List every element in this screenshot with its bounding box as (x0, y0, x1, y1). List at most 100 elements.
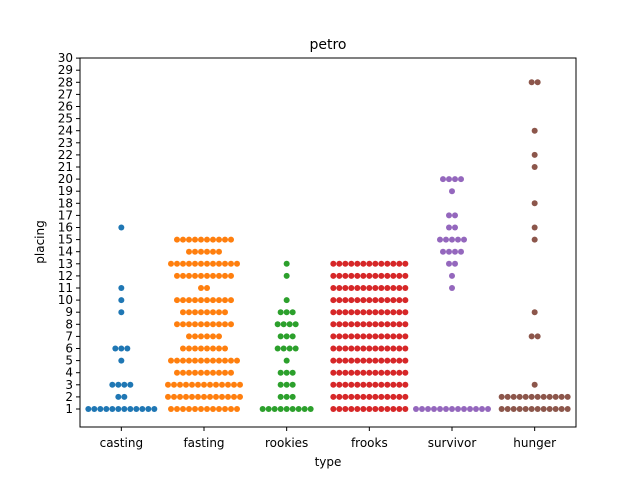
data-point (396, 333, 403, 340)
data-point (522, 406, 529, 412)
data-point (372, 321, 379, 328)
data-point (219, 393, 225, 400)
data-point (289, 406, 296, 412)
data-point (528, 393, 535, 400)
data-point (198, 248, 204, 255)
y-tick-label: 12 (58, 269, 73, 283)
data-point (402, 285, 409, 291)
data-point (204, 285, 210, 291)
data-point (402, 393, 409, 400)
data-point (546, 406, 553, 412)
chart-title: petro (309, 37, 346, 53)
y-tick-label: 23 (58, 136, 73, 150)
data-point (396, 406, 403, 412)
data-point (301, 406, 308, 412)
data-point (277, 369, 284, 376)
data-point (228, 297, 234, 304)
data-point (289, 309, 296, 316)
data-point (210, 248, 216, 255)
data-point (109, 381, 116, 388)
data-point (452, 260, 458, 267)
data-point (485, 406, 491, 412)
data-point (534, 333, 541, 340)
data-point (437, 406, 443, 412)
data-point (289, 381, 296, 388)
data-point (274, 345, 281, 352)
data-point (283, 406, 290, 412)
data-point (390, 272, 397, 279)
data-point (336, 260, 343, 267)
data-point (366, 260, 373, 267)
data-point (180, 369, 186, 376)
data-point (354, 393, 361, 400)
data-point (228, 272, 234, 279)
data-point (452, 248, 458, 255)
data-point (168, 406, 174, 412)
data-point (186, 272, 192, 279)
data-point (446, 248, 452, 255)
data-point (231, 381, 237, 388)
data-point (204, 272, 210, 279)
data-point (546, 393, 553, 400)
data-point (528, 406, 535, 412)
data-point (133, 406, 140, 412)
data-point (204, 333, 210, 340)
data-point (446, 212, 452, 219)
data-point (336, 357, 343, 364)
data-point (195, 393, 201, 400)
data-point (378, 272, 385, 279)
data-point (228, 321, 234, 328)
data-point (390, 333, 397, 340)
data-point (342, 297, 349, 304)
data-point (277, 309, 284, 316)
data-point (168, 357, 174, 364)
data-point (396, 393, 403, 400)
data-point (237, 381, 243, 388)
data-point (360, 297, 367, 304)
data-point (510, 406, 517, 412)
data-point (336, 345, 343, 352)
data-point (354, 309, 361, 316)
data-point (452, 212, 458, 219)
data-point (446, 224, 452, 231)
data-point (283, 369, 290, 376)
data-point (390, 381, 397, 388)
data-point (292, 345, 299, 352)
data-point (225, 381, 231, 388)
data-point (461, 236, 467, 243)
data-point (174, 321, 180, 328)
data-point (396, 297, 403, 304)
data-point (207, 381, 213, 388)
data-point (402, 345, 409, 352)
data-point (390, 345, 397, 352)
data-point (342, 369, 349, 376)
data-point (210, 309, 216, 316)
data-point (280, 321, 287, 328)
data-point (390, 357, 397, 364)
data-point (372, 285, 379, 291)
data-point (372, 357, 379, 364)
data-point (198, 260, 204, 267)
data-point (366, 333, 373, 340)
data-point (378, 357, 385, 364)
data-point (354, 297, 361, 304)
y-tick-label: 27 (58, 87, 73, 101)
data-point (396, 272, 403, 279)
data-point (449, 236, 455, 243)
data-point (292, 321, 299, 328)
data-point (109, 406, 116, 412)
data-point (366, 369, 373, 376)
data-point (446, 260, 452, 267)
data-point (390, 369, 397, 376)
data-point (479, 406, 485, 412)
data-point (198, 272, 204, 279)
data-point (216, 345, 222, 352)
data-point (396, 260, 403, 267)
data-point (192, 369, 198, 376)
data-point (124, 345, 131, 352)
data-point (121, 393, 128, 400)
data-point (540, 393, 547, 400)
data-point (440, 248, 446, 255)
data-point (216, 236, 222, 243)
data-point (449, 188, 455, 195)
